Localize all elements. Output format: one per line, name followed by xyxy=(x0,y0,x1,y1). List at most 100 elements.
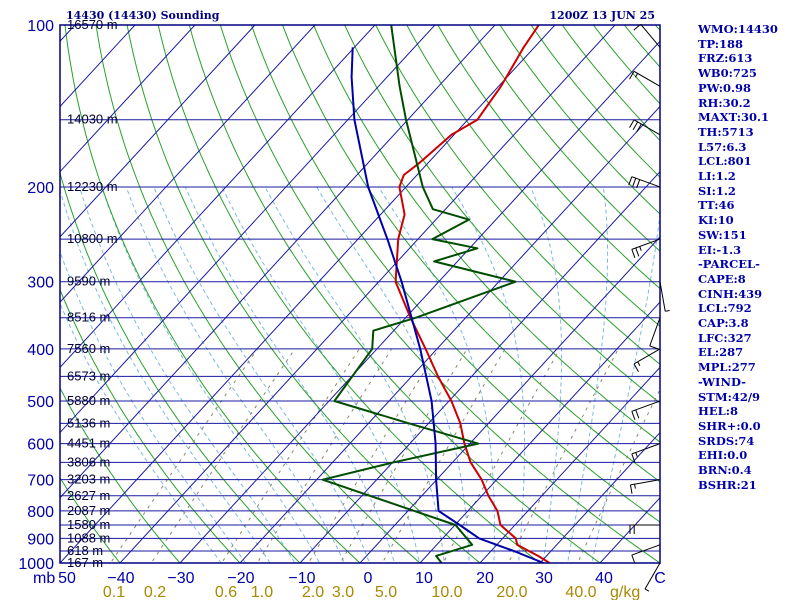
barb-half xyxy=(637,361,641,366)
mixing-ratio-tick-label: 0.6 xyxy=(215,584,237,600)
barb-staff xyxy=(659,281,666,312)
temperature-tick-label: −20 xyxy=(227,570,254,587)
pressure-tick-label: 900 xyxy=(27,531,54,548)
wind-barb xyxy=(629,119,661,136)
temperature-tick-label: −40 xyxy=(107,570,134,587)
isotherm xyxy=(0,13,26,574)
pressure-tick-label: 600 xyxy=(27,437,54,454)
index-line: RH:30.2 xyxy=(698,95,751,110)
index-line: SI:1.2 xyxy=(698,183,736,198)
isotherm xyxy=(479,366,660,563)
wind-barb xyxy=(659,281,670,312)
barb-half xyxy=(639,246,642,251)
height-label: 5136 m xyxy=(67,415,110,430)
index-line: MAXT:30.1 xyxy=(698,110,769,125)
index-line: SHR+:0.0 xyxy=(698,418,761,433)
index-line: -PARCEL- xyxy=(698,257,760,272)
dry-adiabats xyxy=(60,25,660,563)
barb-half xyxy=(644,588,650,592)
index-line: CAPE:8 xyxy=(698,271,746,286)
temperature-tick-label: 0 xyxy=(364,570,373,587)
moist-adiabat xyxy=(451,186,525,563)
barb-flag xyxy=(649,345,659,350)
isotherm xyxy=(60,25,496,499)
height-label: 1580 m xyxy=(67,517,110,532)
temperature-tick-label: C xyxy=(654,570,666,587)
barb-staff xyxy=(630,479,661,486)
moist-adiabat xyxy=(591,210,660,563)
dry-adiabat xyxy=(406,25,660,327)
temperature-tick-label: 30 xyxy=(535,570,553,587)
pressure-tick-label: 200 xyxy=(27,180,54,197)
moist-adiabat xyxy=(530,186,562,563)
barb-flag xyxy=(636,123,642,133)
index-line: EHI:0.0 xyxy=(698,448,748,463)
pressure-tick-label: 100 xyxy=(27,18,54,35)
temperature-tick-label: 40 xyxy=(595,570,613,587)
dry-adiabat xyxy=(250,25,660,523)
height-label: 3203 m xyxy=(67,472,110,487)
barb-flag xyxy=(635,409,640,419)
index-line: WB0:725 xyxy=(698,66,757,81)
isotherm xyxy=(539,431,660,563)
pressure-tick-label: 700 xyxy=(27,473,54,490)
pressure-tick-label: 500 xyxy=(27,394,54,411)
plot-border xyxy=(59,24,661,564)
moist-adiabat xyxy=(221,186,420,563)
height-label: 6573 m xyxy=(67,368,110,383)
barb-staff xyxy=(631,238,661,250)
isotherm xyxy=(239,105,660,563)
height-label: 2627 m xyxy=(67,488,110,503)
barb-flag xyxy=(628,176,633,186)
wind-barb xyxy=(628,176,661,189)
mixing-ratio-line xyxy=(381,348,506,563)
moist-adiabats xyxy=(60,186,660,563)
mixing-ratio-tick-label: 1.0 xyxy=(251,584,273,600)
sounding-time: 1200Z 13 JUN 25 xyxy=(549,9,655,22)
barb-flag xyxy=(631,249,636,258)
dewpoint-trace xyxy=(321,25,517,563)
moist-adiabat xyxy=(153,186,371,563)
wind-barb xyxy=(631,544,661,564)
mixing-ratio-tick-label: 0.2 xyxy=(144,584,166,600)
wind-barb xyxy=(633,23,661,48)
wind-barb xyxy=(644,562,661,592)
barb-half xyxy=(635,452,638,457)
barb-flag xyxy=(632,121,639,130)
temperature-tick-labels: mb 50 −40 −30 −20 −10 0 10 20 30 40 C xyxy=(33,570,666,587)
barb-staff xyxy=(644,562,661,590)
index-line: TH:5713 xyxy=(698,124,754,139)
pressure-tick-label: 800 xyxy=(27,504,54,521)
barb-staff xyxy=(649,317,661,347)
moist-adiabat xyxy=(60,188,271,563)
index-line: SRDS:74 xyxy=(698,433,755,448)
wind-barb xyxy=(629,70,661,87)
barb-flag xyxy=(632,177,637,187)
mixing-ratio-tick-label: 40.0 xyxy=(565,584,596,600)
moist-adiabat xyxy=(378,186,495,563)
index-line: L57:6.3 xyxy=(698,139,747,154)
isotherm xyxy=(60,25,196,173)
index-line: HEL:8 xyxy=(698,404,738,419)
station-title: 14430 (14430) Sounding xyxy=(66,9,220,22)
mixing-ratio-lines xyxy=(109,348,660,563)
pressure-tick-label: 1000 xyxy=(18,556,54,573)
isotherm xyxy=(299,170,660,563)
index-line: CINH:439 xyxy=(698,286,763,301)
barb-flag xyxy=(629,484,633,494)
dry-adiabat xyxy=(437,25,660,290)
barb-flag xyxy=(631,554,636,564)
barb-staff xyxy=(631,400,661,412)
height-label: 12230 m xyxy=(67,179,118,194)
isotherm xyxy=(60,25,316,303)
index-line: STM:42/9 xyxy=(698,389,761,404)
dry-adiabat xyxy=(219,25,660,563)
isotherm xyxy=(119,25,616,563)
wind-barb xyxy=(631,238,661,258)
temperature-tick-label: −10 xyxy=(288,570,315,587)
barb-staff xyxy=(633,119,661,136)
dry-adiabat xyxy=(126,25,481,563)
isotherm xyxy=(60,25,256,238)
index-line: MPL:277 xyxy=(698,360,756,375)
pressure-tick-labels: 100 200 300 400 500 600 700 800 900 1000 xyxy=(18,18,54,573)
